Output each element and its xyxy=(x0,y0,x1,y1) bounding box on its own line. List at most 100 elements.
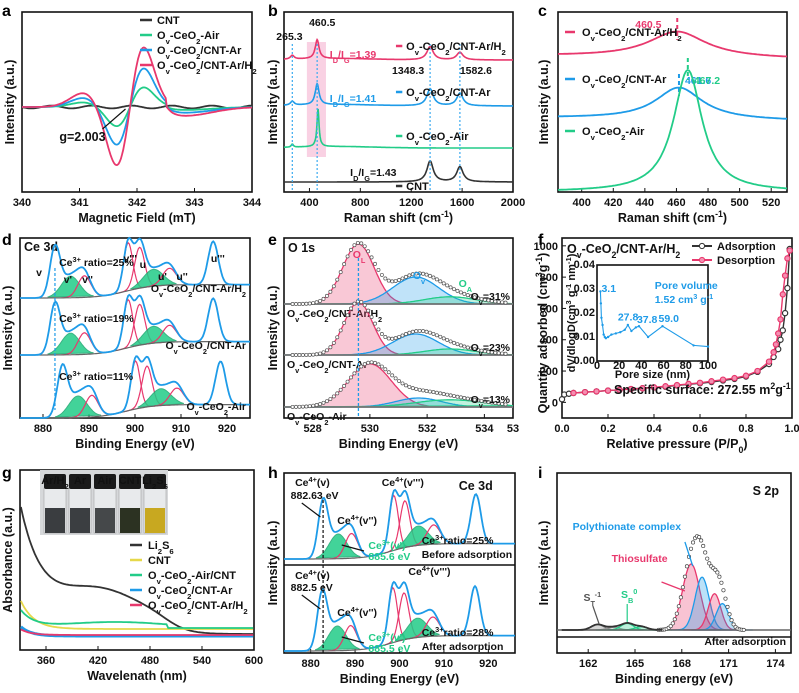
envelope-line xyxy=(284,580,515,652)
data-point xyxy=(465,345,470,350)
series-line-green xyxy=(20,609,254,629)
inset-data-point xyxy=(661,325,664,328)
inset-peak-label: 59.0 xyxy=(658,313,679,325)
ratio-label: ID/IG=1.41 xyxy=(330,93,377,109)
st-label: ST-1 xyxy=(584,590,602,608)
vial-cap xyxy=(69,474,91,489)
data-point xyxy=(349,306,353,311)
vial-liquid xyxy=(145,508,165,533)
arrow xyxy=(592,605,600,625)
ce3plus-ratio-label: Ce3+ ratio=25% xyxy=(59,255,134,270)
ce4plus-v-energy: 882.5 eV xyxy=(291,582,333,594)
data-point xyxy=(410,386,415,391)
series-line-pink xyxy=(22,46,253,167)
data-point xyxy=(397,277,402,282)
data-point xyxy=(690,540,696,545)
data-point xyxy=(318,402,323,407)
panel-d: d 880 890 900 910 920 Binding Energy (eV) Inten… xyxy=(1,232,251,451)
legend-label: Li2S6 xyxy=(148,540,174,556)
series-line-blue xyxy=(283,82,513,107)
inset-data-point xyxy=(599,290,602,293)
data-point xyxy=(311,403,316,408)
data-point xyxy=(717,574,722,579)
vial-cap xyxy=(44,474,66,489)
data-point xyxy=(428,330,432,335)
data-point xyxy=(673,381,681,389)
x-axis-label: Raman shift (cm-1) xyxy=(344,209,453,225)
g-factor-label: g=2.003 xyxy=(59,130,105,144)
data-point xyxy=(414,387,419,392)
data-point xyxy=(741,627,746,632)
data-point xyxy=(452,340,456,345)
data-point xyxy=(424,272,429,277)
data-point xyxy=(715,570,720,575)
peak-name-label: v''' xyxy=(124,253,137,265)
inset-y-tick-label: 0.03 xyxy=(574,283,595,295)
data-point xyxy=(708,378,715,385)
polythionate-label: Polythionate complex xyxy=(573,521,682,533)
pore-volume-label: Pore volume xyxy=(655,280,718,292)
x-tick-label: 1.0 xyxy=(784,423,799,435)
legend-label: Adsorption xyxy=(717,241,776,253)
data-point xyxy=(407,330,412,335)
ce4plus-v3-label: Ce4+(v''') xyxy=(382,475,424,490)
data-point xyxy=(359,241,364,246)
data-point xyxy=(331,340,336,345)
ce3plus-ratio-label: Ce3+ratio=28% xyxy=(422,625,494,640)
peak-name-label: u''' xyxy=(211,253,225,265)
vial-photo: Ar/H2 Ar Air CNT Li2S6 xyxy=(40,470,168,535)
peak-name-label: u' xyxy=(158,271,167,283)
data-point xyxy=(438,391,443,396)
data-point xyxy=(331,394,336,399)
x-tick-label: 800 xyxy=(351,197,369,209)
x-axis-label: Binding Energy (eV) xyxy=(75,437,194,451)
x-tick-label: 900 xyxy=(390,658,408,670)
inset-data-point xyxy=(637,325,641,328)
envelope-line xyxy=(561,622,663,631)
vial-cap xyxy=(119,474,141,489)
sample-label: Ov-CeO2/CNT-Ar xyxy=(165,340,246,356)
data-point xyxy=(407,273,412,278)
adsorption-state-label: After adsorption xyxy=(422,641,504,653)
x-axis-label: Magnetic Field (mT) xyxy=(78,211,195,225)
data-point xyxy=(696,379,704,386)
data-point xyxy=(434,390,439,395)
data-point xyxy=(452,287,456,292)
data-point xyxy=(345,254,350,259)
x-axis-label: Raman shift (cm-1) xyxy=(618,209,727,225)
data-point xyxy=(352,301,357,306)
core-level-title: Ce 3d xyxy=(24,240,58,254)
legend-label: Ov-CeO2/CNT-Ar xyxy=(148,585,233,601)
ce4plus-v-label: Ce4+(v) xyxy=(295,568,330,583)
inset-y-tick-label: 0.00 xyxy=(574,355,595,367)
x-tick-label: 500 xyxy=(730,197,748,209)
data-point xyxy=(455,394,460,399)
data-point xyxy=(682,574,687,579)
x-tick-label: 0.2 xyxy=(600,423,615,435)
data-point xyxy=(570,389,577,397)
data-point xyxy=(678,595,683,600)
data-point xyxy=(421,388,426,393)
data-point xyxy=(431,390,436,395)
data-point xyxy=(688,546,694,551)
envelope-line xyxy=(20,293,250,356)
data-point xyxy=(352,371,357,376)
data-point xyxy=(376,327,381,332)
data-point xyxy=(731,374,738,382)
data-point xyxy=(324,399,329,404)
x-tick-label: 890 xyxy=(346,658,364,670)
data-point xyxy=(345,379,350,384)
x-tick-label: 890 xyxy=(80,423,98,435)
series-line-green xyxy=(22,86,252,127)
core-level-title: S 2p xyxy=(753,484,780,498)
x-tick-label: 910 xyxy=(172,423,190,435)
data-point xyxy=(311,352,316,357)
data-point xyxy=(376,267,381,272)
data-point xyxy=(304,301,309,306)
data-point xyxy=(352,243,357,248)
data-point xyxy=(400,333,405,338)
plot-frame xyxy=(556,472,792,654)
inset-data-point xyxy=(634,326,638,329)
y-axis-label: Intensity (a.u.) xyxy=(266,521,280,606)
data-point xyxy=(362,362,367,367)
